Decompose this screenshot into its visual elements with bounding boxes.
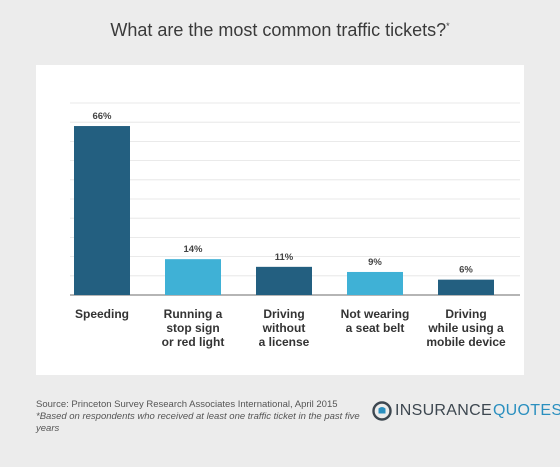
bar-3 <box>256 266 312 295</box>
category-label: or red light <box>162 335 225 349</box>
category-label: Not wearing <box>341 307 410 321</box>
category-label: a seat belt <box>346 321 405 335</box>
category-label: Driving <box>263 307 304 321</box>
bar-5 <box>438 279 494 295</box>
bar-value-label: 9% <box>368 257 382 268</box>
category-label: without <box>262 321 306 335</box>
title-footnote-marker: * <box>446 21 450 31</box>
category-label: Speeding <box>75 307 129 321</box>
chart-title-text: What are the most common traffic tickets… <box>110 20 447 40</box>
bar-value-label: 66% <box>92 111 112 122</box>
category-label: stop sign <box>166 321 219 335</box>
chart-title: What are the most common traffic tickets… <box>0 20 560 41</box>
brand-logo: INSURANCE QUOTES <box>372 399 560 423</box>
bar-2 <box>165 259 221 295</box>
bar-1 <box>74 126 130 295</box>
logo-word-insurance: INSURANCE <box>395 402 492 419</box>
bar-value-label: 14% <box>183 244 203 255</box>
logo-word-quotes: QUOTES <box>492 402 560 419</box>
bar-value-label: 11% <box>275 252 294 263</box>
footnote: *Based on respondents who received at le… <box>36 411 360 434</box>
category-label: Running a <box>164 307 223 321</box>
bar-value-label: 6% <box>459 265 473 276</box>
chart-panel: 66% Speeding 14% Running a stop sign or red l… <box>36 65 524 375</box>
bar-4 <box>347 271 403 295</box>
source-note: Source: Princeton Survey Research Associ… <box>36 399 338 410</box>
category-label: a license <box>259 335 310 349</box>
insurancequotes-logo-icon <box>372 401 392 421</box>
category-label: while using a <box>427 321 504 335</box>
category-label: mobile device <box>426 335 506 349</box>
category-label: Driving <box>445 307 486 321</box>
